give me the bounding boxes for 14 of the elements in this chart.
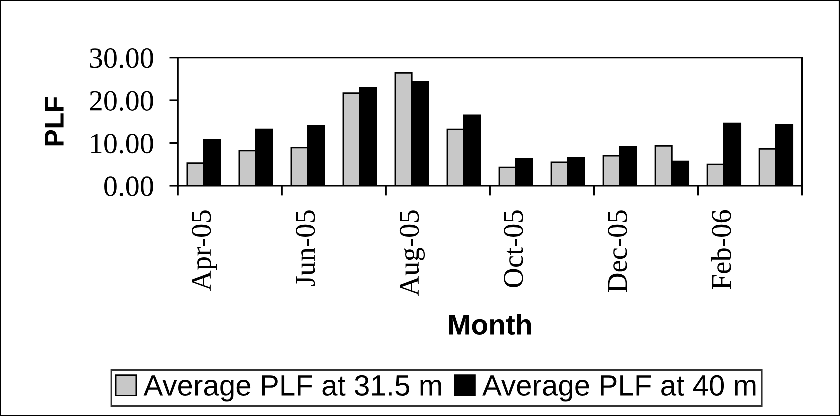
x-tick-label: Jun-05 bbox=[296, 210, 316, 286]
y-axis-title: PLF bbox=[45, 97, 64, 146]
x-tick-label: Oct-05 bbox=[504, 210, 524, 288]
x-tick-label: Apr-05 bbox=[192, 210, 217, 291]
x-tick-label: Aug-05 bbox=[400, 210, 426, 296]
legend-label: Average PLF at 40 m bbox=[482, 375, 756, 402]
legend-label: Average PLF at 31.5 m bbox=[144, 375, 442, 402]
x-axis-title: Month bbox=[449, 314, 532, 335]
x-tick-label: Dec-05 bbox=[608, 210, 628, 293]
y-tick-label: 20.00 bbox=[90, 91, 154, 112]
y-tick-label: 0.00 bbox=[104, 176, 154, 196]
x-tick-label: Feb-06 bbox=[711, 210, 732, 290]
y-tick-label: 10.00 bbox=[91, 134, 154, 154]
y-tick-label: 30.00 bbox=[90, 48, 154, 68]
